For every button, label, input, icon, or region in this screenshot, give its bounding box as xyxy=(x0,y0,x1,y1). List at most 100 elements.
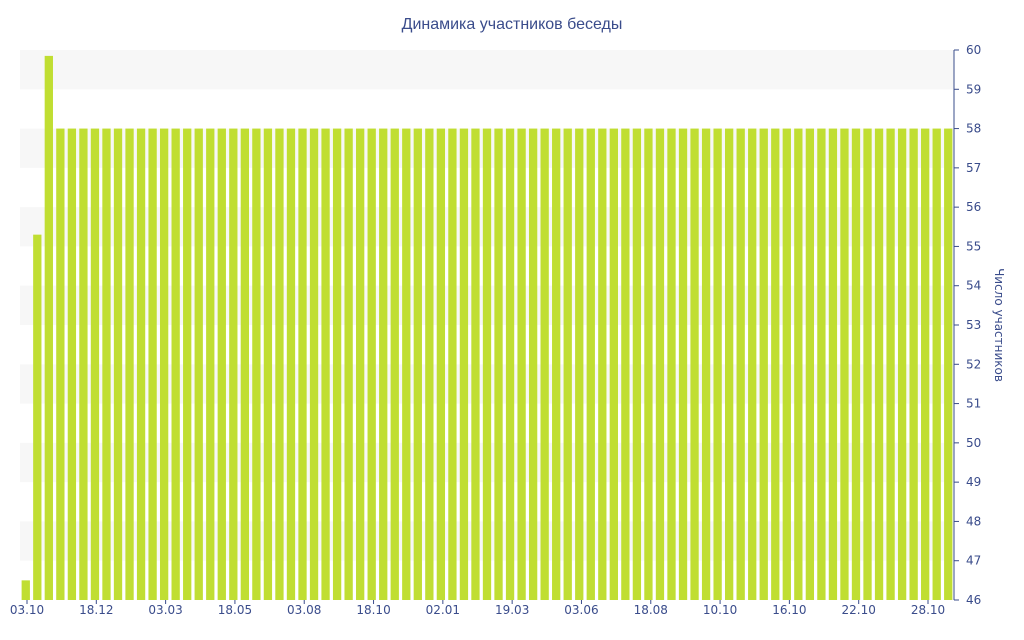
x-tick-label: 22.10 xyxy=(842,603,876,617)
bar xyxy=(552,128,561,601)
bar xyxy=(356,128,365,601)
bar xyxy=(840,128,849,601)
x-tick-label: 19.03 xyxy=(495,603,529,617)
bar xyxy=(113,128,123,601)
grid-band xyxy=(20,50,954,90)
bar xyxy=(402,128,411,601)
y-tick-label: 58 xyxy=(966,122,981,136)
bar xyxy=(586,128,595,601)
x-tick-label: 03.06 xyxy=(564,603,598,617)
bar xyxy=(886,128,895,601)
bar xyxy=(252,128,261,601)
bar xyxy=(874,128,884,601)
bar xyxy=(575,128,584,601)
bar xyxy=(748,128,757,601)
bar xyxy=(425,128,434,601)
bar xyxy=(102,128,111,601)
bar xyxy=(482,128,492,601)
bar xyxy=(136,128,146,601)
bar xyxy=(390,128,399,601)
bar xyxy=(782,128,791,601)
bars xyxy=(21,55,953,601)
x-tick-label: 03.08 xyxy=(287,603,321,617)
x-tick-label: 18.05 xyxy=(218,603,252,617)
bar xyxy=(771,128,780,601)
bar xyxy=(897,128,907,601)
x-tick-label: 03.10 xyxy=(10,603,44,617)
x-tick-label: 02.01 xyxy=(426,603,460,617)
bar xyxy=(678,128,688,601)
bar xyxy=(217,128,226,601)
bar xyxy=(183,128,192,601)
bar xyxy=(921,128,930,601)
y-tick-label: 56 xyxy=(966,200,981,214)
bar xyxy=(344,128,353,601)
bar xyxy=(621,128,630,601)
bar xyxy=(263,128,273,601)
bar xyxy=(159,128,169,601)
bar xyxy=(794,128,803,601)
y-tick-label: 60 xyxy=(966,43,981,57)
y-axis-ticks: 46 47 48 49 50 51 52 53 54 55 56 57 58 59 60 xyxy=(954,43,981,607)
bar xyxy=(229,128,238,601)
bar xyxy=(275,128,284,601)
bar xyxy=(851,128,861,601)
bar xyxy=(713,128,722,601)
bar xyxy=(21,580,30,600)
x-tick-label: 18.08 xyxy=(634,603,668,617)
bar xyxy=(817,128,826,601)
bar xyxy=(436,128,446,601)
bar xyxy=(125,128,134,601)
bar xyxy=(655,128,665,601)
y-tick-label: 59 xyxy=(966,82,981,96)
y-tick-label: 49 xyxy=(966,475,981,489)
y-tick-label: 47 xyxy=(966,554,981,568)
bar xyxy=(736,128,745,601)
bar xyxy=(505,128,515,601)
bar xyxy=(563,128,572,601)
x-tick-label: 10.10 xyxy=(703,603,737,617)
bar xyxy=(67,128,77,601)
bar xyxy=(701,128,711,601)
y-tick-label: 51 xyxy=(966,397,981,411)
y-tick-label: 55 xyxy=(966,239,981,253)
bar xyxy=(459,128,469,601)
bar xyxy=(321,128,330,601)
bar xyxy=(286,128,296,601)
bar xyxy=(759,128,768,601)
x-tick-label: 18.10 xyxy=(356,603,390,617)
x-tick-label: 28.10 xyxy=(911,603,945,617)
bar xyxy=(79,128,88,601)
y-tick-label: 52 xyxy=(966,357,981,371)
y-tick-label: 54 xyxy=(966,279,981,293)
bar xyxy=(240,128,250,601)
bar xyxy=(690,128,699,601)
y-axis-label: Число участников xyxy=(992,268,1006,382)
bar xyxy=(90,128,100,601)
bar xyxy=(413,128,422,601)
y-tick-label: 57 xyxy=(966,161,981,175)
bar xyxy=(598,128,607,601)
bar xyxy=(206,128,215,601)
bar xyxy=(367,128,376,601)
bar xyxy=(540,128,549,601)
bar xyxy=(448,128,457,601)
bar xyxy=(332,128,342,601)
bar xyxy=(517,128,526,601)
x-tick-label: 16.10 xyxy=(772,603,806,617)
x-tick-label: 03.03 xyxy=(148,603,182,617)
bar xyxy=(632,128,642,601)
bar xyxy=(932,128,941,601)
x-axis-ticks: 03.10 18.12 03.03 18.05 03.08 18.10 02.01 19.03… xyxy=(10,600,945,617)
bar xyxy=(909,128,918,601)
bar xyxy=(644,128,653,601)
y-tick-label: 50 xyxy=(966,436,981,450)
bar xyxy=(667,128,676,601)
bar xyxy=(56,128,65,601)
bar xyxy=(194,128,203,601)
bar xyxy=(309,128,319,601)
bar xyxy=(298,128,307,601)
bar xyxy=(528,128,538,601)
chart-title: Динамика участников беседы xyxy=(402,16,623,33)
